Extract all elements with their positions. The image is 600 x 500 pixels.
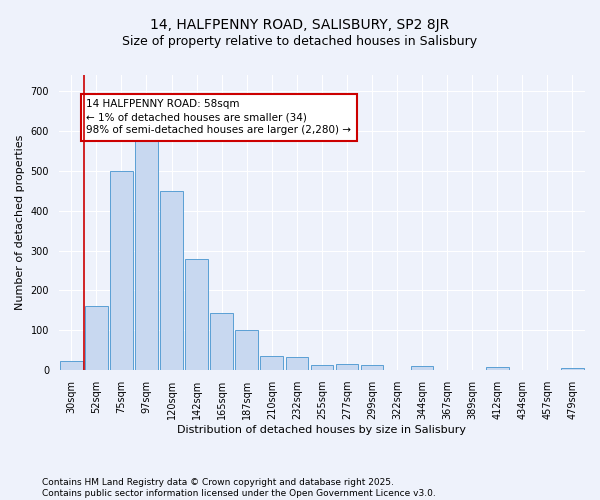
Bar: [85, 306, 107, 370]
Bar: [185, 258, 208, 370]
Bar: [211, 313, 233, 370]
Bar: [335, 364, 358, 370]
Text: 14, HALFPENNY ROAD, SALISBURY, SP2 8JR: 14, HALFPENNY ROAD, SALISBURY, SP2 8JR: [151, 18, 449, 32]
Text: Contains HM Land Registry data © Crown copyright and database right 2025.
Contai: Contains HM Land Registry data © Crown c…: [42, 478, 436, 498]
Bar: [486, 367, 509, 370]
Bar: [561, 368, 584, 370]
Bar: [260, 356, 283, 370]
X-axis label: Distribution of detached houses by size in Salisbury: Distribution of detached houses by size …: [178, 425, 466, 435]
Bar: [235, 330, 258, 370]
Bar: [361, 366, 383, 370]
Bar: [160, 190, 183, 370]
Bar: [60, 362, 83, 370]
Bar: [135, 141, 158, 370]
Bar: [311, 364, 333, 370]
Text: 14 HALFPENNY ROAD: 58sqm
← 1% of detached houses are smaller (34)
98% of semi-de: 14 HALFPENNY ROAD: 58sqm ← 1% of detache…: [86, 99, 352, 136]
Bar: [286, 358, 308, 370]
Y-axis label: Number of detached properties: Number of detached properties: [15, 135, 25, 310]
Text: Size of property relative to detached houses in Salisbury: Size of property relative to detached ho…: [122, 35, 478, 48]
Bar: [411, 366, 433, 370]
Bar: [110, 170, 133, 370]
